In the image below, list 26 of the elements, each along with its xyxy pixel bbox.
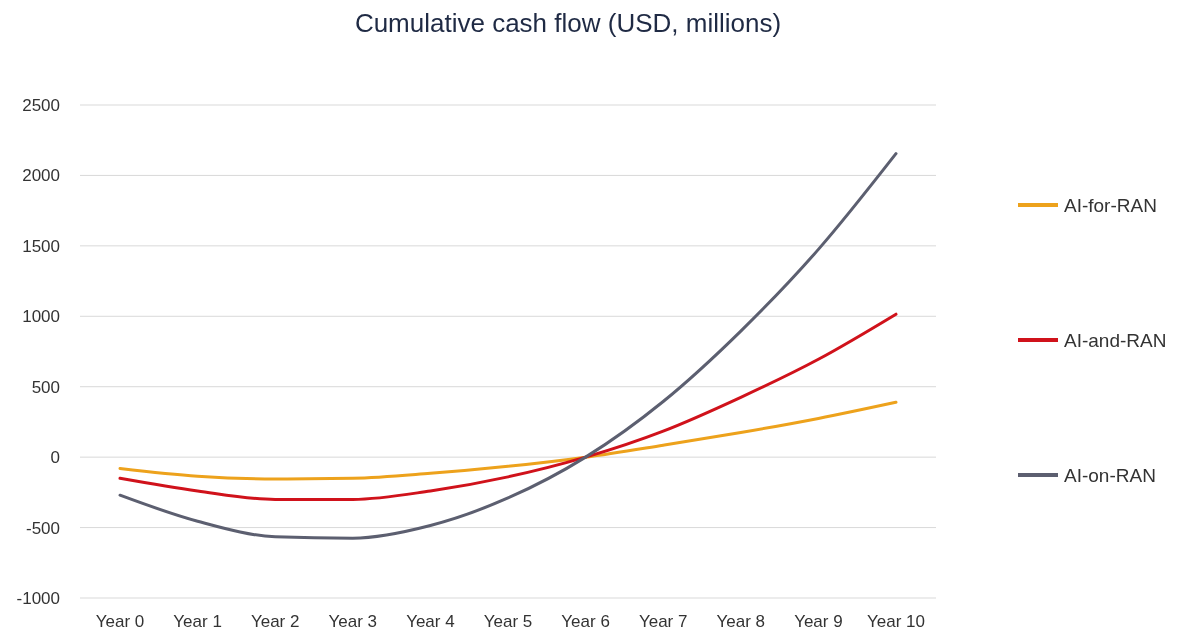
- x-tick-label: Year 8: [716, 612, 766, 631]
- x-tick-label: Year 5: [483, 612, 533, 631]
- y-tick-label: -500: [25, 518, 60, 538]
- x-tick-label: Year 3: [328, 612, 378, 631]
- y-tick-label: 2500: [22, 95, 60, 115]
- legend-label: AI-and-RAN: [1064, 329, 1167, 351]
- x-tick-label: Year 7: [638, 612, 688, 631]
- x-tick-label: Year 10: [867, 612, 925, 631]
- y-tick-label: 0: [50, 448, 60, 468]
- line-series: [118, 312, 898, 501]
- chart-title: Cumulative cash flow (USD, millions): [354, 8, 782, 38]
- x-tick-label: Year 1: [173, 612, 222, 631]
- line-series: [118, 152, 898, 540]
- y-tick-label: 1500: [22, 236, 60, 256]
- y-tick-label: 1000: [22, 307, 60, 327]
- line-series: [118, 400, 898, 481]
- x-tick-label: Year 9: [794, 612, 843, 631]
- y-tick-label: -1000: [16, 588, 60, 608]
- x-tick-label: Year 6: [561, 612, 610, 631]
- y-tick-label: 500: [31, 377, 60, 397]
- y-tick-label: 2000: [22, 166, 60, 186]
- x-tick-label: Year 4: [406, 612, 455, 631]
- legend-label: AI-for-RAN: [1064, 194, 1157, 216]
- legend-label: AI-on-RAN: [1064, 464, 1156, 486]
- x-tick-label: Year 2: [250, 612, 300, 631]
- x-tick-label: Year 0: [95, 612, 145, 631]
